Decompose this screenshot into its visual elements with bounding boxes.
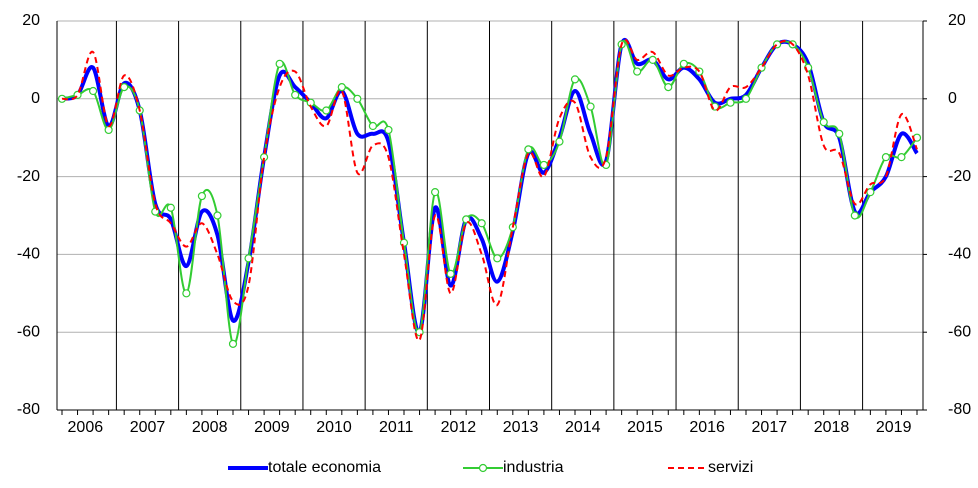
point-marker	[477, 219, 486, 228]
point-marker	[446, 269, 455, 278]
point-marker	[120, 83, 129, 92]
x-tick-label: 2006	[68, 419, 104, 436]
x-tick-label: 2017	[752, 419, 788, 436]
point-marker	[539, 160, 549, 170]
point-marker	[322, 106, 331, 115]
point-marker	[741, 94, 751, 103]
point-marker	[570, 75, 580, 84]
legend-label: servizi	[708, 459, 753, 476]
x-tick-label: 2014	[565, 419, 601, 436]
x-tick-label: 2011	[379, 419, 414, 436]
y2-tick-label: 20	[948, 12, 966, 29]
legend-label: industria	[503, 459, 564, 476]
point-marker	[524, 145, 533, 154]
point-marker	[633, 67, 642, 76]
x-tick-label: 2008	[192, 419, 228, 436]
point-marker	[353, 94, 362, 103]
point-marker	[819, 118, 828, 127]
point-marker	[866, 188, 875, 197]
point-marker	[213, 211, 222, 220]
y-tick-label: -60	[17, 323, 40, 340]
x-tick-label: 2009	[254, 419, 290, 436]
point-marker	[291, 90, 300, 100]
point-marker	[197, 191, 207, 201]
y2-tick-label: -20	[948, 168, 971, 185]
x-tick-label: 2019	[876, 419, 912, 436]
x-tick-label: 2015	[627, 419, 663, 436]
point-marker	[664, 83, 673, 92]
point-marker	[104, 125, 113, 135]
point-marker	[275, 59, 284, 68]
point-marker	[555, 137, 564, 146]
x-tick-label: 2007	[130, 419, 166, 436]
point-marker	[166, 203, 175, 212]
y2-tick-label: -80	[948, 401, 971, 418]
point-marker	[493, 254, 502, 263]
point-marker	[88, 86, 98, 96]
y-tick-label: -20	[17, 168, 40, 185]
y-tick-label: -40	[17, 246, 40, 263]
point-marker	[679, 59, 688, 68]
point-marker	[337, 83, 346, 92]
x-tick-label: 2013	[503, 419, 539, 436]
point-marker	[897, 153, 906, 162]
point-marker	[586, 102, 595, 111]
point-marker	[726, 98, 735, 107]
point-marker	[228, 339, 238, 348]
y2-tick-label: 0	[948, 90, 957, 107]
point-marker	[462, 215, 471, 224]
legend-label: totale economia	[268, 459, 381, 476]
point-marker	[850, 211, 859, 220]
x-tick-label: 2016	[689, 419, 725, 436]
y-tick-label: 0	[31, 90, 40, 107]
point-marker	[384, 125, 393, 135]
x-tick-label: 2018	[814, 419, 850, 436]
y-tick-label: 20	[22, 12, 40, 29]
point-marker	[648, 55, 657, 65]
point-marker	[182, 289, 191, 298]
point-marker	[430, 188, 440, 197]
point-marker	[881, 153, 891, 162]
point-marker	[835, 129, 844, 138]
x-tick-label: 2010	[316, 419, 352, 436]
series-line	[61, 38, 918, 342]
y2-tick-label: -40	[948, 246, 971, 263]
legend-marker	[478, 463, 488, 473]
point-marker	[368, 121, 378, 131]
point-marker	[244, 254, 253, 263]
x-tick-label: 2012	[441, 419, 477, 436]
y2-tick-label: -60	[948, 323, 971, 340]
y-tick-label: -80	[17, 401, 40, 418]
